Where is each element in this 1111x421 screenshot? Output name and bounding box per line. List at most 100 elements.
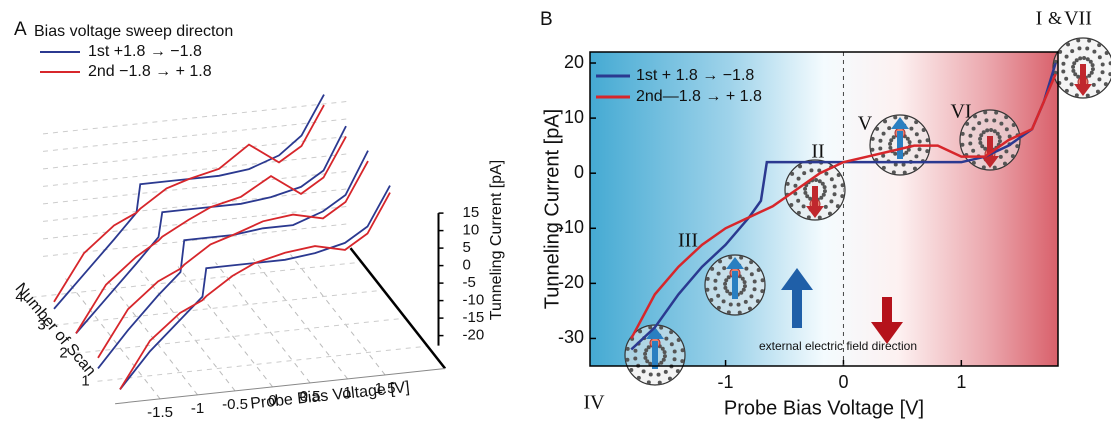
atom [721, 299, 726, 304]
atom [1085, 46, 1090, 51]
atom [822, 189, 827, 194]
atom [829, 177, 834, 182]
y-tick-label: -30 [558, 327, 584, 347]
atom [726, 275, 731, 280]
atom [1004, 127, 1009, 132]
atom [726, 310, 731, 315]
atom [925, 149, 930, 154]
fullerene [784, 159, 846, 221]
z-tick-label: 0 [463, 257, 471, 274]
dipole-head [646, 327, 664, 339]
atom [636, 375, 641, 380]
grid-line [42, 170, 351, 205]
atom [790, 171, 795, 176]
z-tick-label: -5 [463, 274, 476, 291]
atom [1097, 77, 1102, 82]
dipole-head [726, 257, 744, 269]
x-tick-label: -1.5 [147, 404, 173, 421]
annotation: VI [950, 101, 971, 123]
z-tick-label: -15 [463, 309, 485, 326]
atom [749, 272, 754, 277]
atom [713, 278, 718, 283]
atom [643, 351, 648, 356]
atom [1007, 134, 1012, 139]
atom [995, 131, 1000, 136]
atom [739, 290, 744, 295]
atom [716, 271, 721, 276]
atom [646, 345, 651, 350]
atom [824, 171, 829, 176]
atom [891, 170, 896, 175]
grid-line [53, 289, 384, 326]
atom [789, 202, 794, 207]
series-line [53, 94, 325, 310]
atom [822, 185, 827, 190]
atom [722, 266, 727, 271]
atom [1015, 144, 1020, 149]
plot-frame [589, 51, 1059, 367]
atom [836, 173, 841, 178]
atom [664, 336, 669, 341]
atom [891, 135, 896, 140]
atom [680, 359, 685, 364]
atom [832, 184, 837, 189]
x-axis-title: Probe Bias Voltage [V] [724, 397, 924, 419]
atom [659, 325, 664, 330]
atom [999, 121, 1004, 126]
atom [981, 130, 986, 135]
atom [808, 196, 813, 201]
atom [749, 294, 754, 299]
annotation: II [811, 141, 824, 163]
series-line [75, 136, 347, 334]
x-tick-label: 0.5 [300, 388, 321, 405]
grid-line [177, 266, 273, 388]
atom [817, 215, 822, 220]
atom [710, 266, 715, 271]
atom [742, 280, 747, 285]
atom [1069, 82, 1074, 87]
x-tick-label: 0 [838, 372, 848, 392]
atom [675, 369, 680, 374]
y-tick-label: 0 [574, 162, 584, 182]
atom [740, 276, 745, 281]
x-tick-label: -0.5 [222, 396, 248, 413]
atom [835, 204, 840, 209]
atom [1004, 149, 1009, 154]
atom [965, 121, 970, 126]
field-arrow-head [871, 322, 903, 344]
atom [1095, 89, 1100, 94]
atom [973, 114, 978, 119]
atom [878, 138, 883, 143]
y-tick-label: 20 [564, 52, 584, 72]
atom [1090, 67, 1095, 72]
series-line [119, 185, 391, 390]
atom [989, 128, 994, 133]
z-tick-label: 15 [463, 204, 480, 221]
atom [796, 210, 801, 215]
atom [1085, 93, 1090, 98]
annotation: V [858, 113, 873, 135]
atom [805, 194, 810, 199]
grid-line [42, 118, 351, 152]
atom [997, 135, 1002, 140]
atom [676, 338, 681, 343]
atom [921, 128, 926, 133]
atom [728, 291, 733, 296]
atom [1088, 59, 1093, 64]
atom [968, 133, 973, 138]
grid-line [42, 223, 351, 257]
atom [1092, 49, 1097, 54]
atom [904, 150, 909, 155]
atom [672, 349, 677, 354]
atom [997, 139, 1002, 144]
atom [793, 183, 798, 188]
z-axis-title: Tunneling Current [pA] [488, 160, 505, 320]
y-tick-label: 4 [15, 288, 23, 305]
atom [1103, 82, 1108, 87]
atom [663, 369, 668, 374]
atom [742, 284, 747, 289]
atom [893, 151, 898, 156]
atom [840, 183, 845, 188]
